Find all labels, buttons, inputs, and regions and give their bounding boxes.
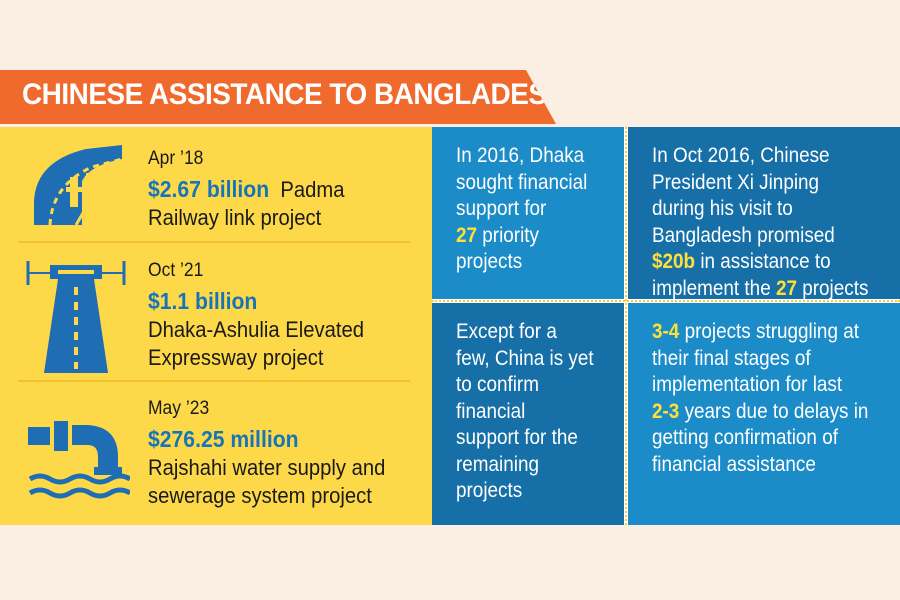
fact-line: support for the <box>456 426 578 449</box>
fact-line: In Oct 2016, Chinese <box>652 144 830 167</box>
project-name-line: Railway link project <box>148 205 322 230</box>
project-name-line: Rajshahi water supply and <box>148 455 386 480</box>
fact-text: implement the <box>652 276 776 300</box>
fact-line: implement the 27 projects <box>652 276 875 303</box>
fact-dhaka-request: In 2016, Dhaka sought financial support … <box>432 127 624 299</box>
project-name-line: sewerage system project <box>148 483 372 508</box>
dotted-divider-horizontal <box>432 300 900 302</box>
project-name: Padma <box>280 177 345 202</box>
divider <box>18 241 410 243</box>
fact-line: financial assistance <box>652 452 816 476</box>
fact-line: 27 priority <box>456 223 607 250</box>
fact-line: their final stages of <box>652 346 811 370</box>
fact-line: getting confirmation of <box>652 426 838 449</box>
fact-line: few, China is yet <box>456 346 594 370</box>
project-name-line: Dhaka-Ashulia Elevated <box>148 317 365 342</box>
project-name-line: Expressway project <box>148 345 324 370</box>
fact-projects-struggling: 3-4 projects struggling at their final s… <box>628 303 900 525</box>
project-amount: $2.67 billion <box>148 176 270 202</box>
fact-line: 3-4 projects struggling at <box>652 319 875 346</box>
fact-text: years due to delays in <box>679 399 869 423</box>
fact-line: President Xi Jinping <box>652 170 820 194</box>
fact-text: in assistance to <box>695 250 831 273</box>
facts-panel: In 2016, Dhaka sought financial support … <box>432 127 900 525</box>
project-amount: $1.1 billion <box>148 288 258 314</box>
fact-line: implementation for last <box>652 373 843 396</box>
fact-line: Bangladesh promised <box>652 223 835 247</box>
railway-bridge-icon <box>34 145 123 226</box>
fact-line: $20b in assistance to <box>652 249 875 276</box>
project-amount: $276.25 million <box>148 426 299 452</box>
fact-line: 2-3 years due to delays in <box>652 399 875 426</box>
highlight-number: 27 <box>456 223 478 247</box>
elevated-expressway-icon <box>26 261 126 373</box>
projects-panel: Apr ’18 $2.67 billion Padma Railway link… <box>0 127 432 525</box>
divider <box>18 380 410 382</box>
project-date: Apr ’18 <box>148 148 204 169</box>
fact-line: projects <box>456 479 523 502</box>
project-padma: Apr ’18 $2.67 billion Padma Railway link… <box>148 147 345 232</box>
project-rajshahi: May ’23 $276.25 million Rajshahi water s… <box>148 397 385 510</box>
fact-line: support for <box>456 197 547 220</box>
project-dhaka-ashulia: Oct ’21 $1.1 billion Dhaka-Ashulia Eleva… <box>148 259 364 372</box>
project-date: Oct ’21 <box>148 260 204 281</box>
highlight-amount: $20b <box>652 250 696 273</box>
fact-text: projects <box>796 276 869 300</box>
fact-line: In 2016, Dhaka <box>456 144 585 167</box>
project-date: May ’23 <box>148 398 210 419</box>
fact-line: financial <box>456 399 526 423</box>
title-banner: CHINESE ASSISTANCE TO BANGLADESH <box>0 70 556 124</box>
fact-text: projects struggling at <box>679 320 859 343</box>
highlight-number: 2-3 <box>652 399 680 423</box>
fact-line: Except for a <box>456 320 557 343</box>
fact-line: projects <box>456 250 523 273</box>
water-pipe-icon <box>28 421 130 499</box>
fact-line: sought financial <box>456 170 588 194</box>
fact-line: to confirm <box>456 373 539 396</box>
infographic-title: CHINESE ASSISTANCE TO BANGLADESH <box>22 78 567 111</box>
highlight-number: 3-4 <box>652 320 680 343</box>
fact-xi-promise: In Oct 2016, Chinese President Xi Jinpin… <box>628 127 900 300</box>
fact-line: remaining <box>456 452 539 476</box>
highlight-number: 27 <box>775 276 797 300</box>
fact-line: during his visit to <box>652 197 793 220</box>
fact-china-pending: Except for a few, China is yet to confir… <box>432 303 624 525</box>
dotted-divider-vertical <box>625 127 627 525</box>
fact-text: priority <box>477 223 539 247</box>
